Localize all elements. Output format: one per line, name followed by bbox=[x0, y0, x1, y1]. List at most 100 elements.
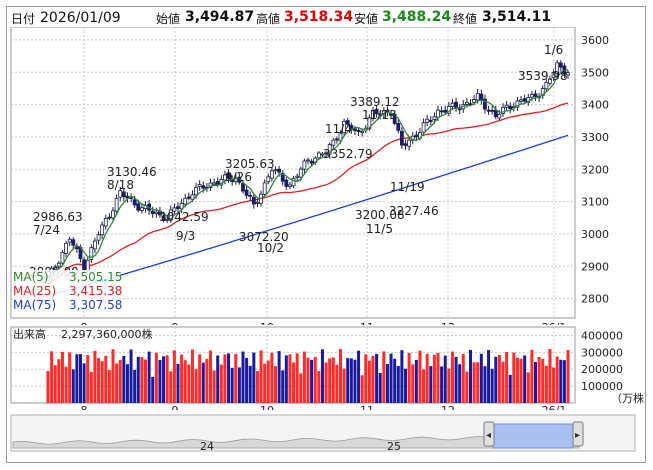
x-tick-label: 8 bbox=[81, 321, 88, 325]
volume-bar bbox=[541, 358, 545, 403]
candle-body bbox=[414, 134, 419, 138]
volume-bar bbox=[190, 349, 194, 403]
navigator-handle-right-icon: ▸ bbox=[575, 430, 580, 441]
volume-bar bbox=[288, 354, 292, 403]
volume-bar bbox=[234, 353, 238, 403]
candle-body bbox=[316, 152, 321, 159]
legend-bg bbox=[12, 270, 120, 284]
candle-body bbox=[291, 178, 296, 187]
volume-bar bbox=[299, 373, 303, 403]
volume-bar bbox=[461, 353, 465, 403]
candle-body bbox=[284, 179, 289, 187]
candle-body bbox=[154, 211, 159, 215]
volume-bar bbox=[469, 349, 472, 403]
volume-bar bbox=[342, 368, 346, 403]
volume-bar bbox=[176, 363, 180, 403]
volume-bar bbox=[544, 365, 548, 403]
volume-bar bbox=[313, 357, 317, 403]
candle-body bbox=[64, 242, 68, 254]
candle-body bbox=[331, 139, 336, 146]
navigator-handle-right bbox=[572, 421, 584, 447]
volume-bar bbox=[382, 351, 386, 403]
annotation-value: 3205.63 bbox=[225, 157, 275, 171]
volume-bar bbox=[440, 366, 444, 403]
legend-name: MA(75) bbox=[13, 298, 56, 312]
volume-bar bbox=[310, 359, 314, 403]
volume-bar bbox=[324, 362, 328, 403]
candle-body bbox=[486, 109, 491, 112]
volume-bar bbox=[407, 352, 411, 403]
volume-bar bbox=[367, 360, 371, 403]
annotation-value: 3130.46 bbox=[107, 165, 157, 179]
vol-tick-label: 200000 bbox=[581, 363, 623, 376]
candle-body bbox=[475, 93, 480, 101]
vol-unit: （万株） bbox=[611, 391, 645, 405]
candle-body bbox=[483, 98, 487, 110]
volume-bar bbox=[64, 366, 68, 403]
volume-bar bbox=[360, 375, 364, 403]
vol-tick-label: 100000 bbox=[581, 380, 623, 393]
volume-bar bbox=[523, 355, 527, 403]
candle-body bbox=[501, 106, 505, 114]
navigator-selected-range bbox=[492, 423, 574, 449]
candle-body bbox=[165, 218, 170, 221]
navigator-handle-left bbox=[483, 421, 495, 447]
volume-bar bbox=[187, 364, 191, 403]
volume-bar bbox=[245, 357, 249, 403]
ma5-line bbox=[47, 69, 569, 278]
volume-bar bbox=[335, 364, 339, 403]
volume-bar bbox=[429, 366, 433, 403]
candle-body bbox=[302, 160, 307, 170]
volume-bar bbox=[71, 369, 75, 403]
candle-body bbox=[150, 210, 155, 214]
candle-body bbox=[223, 174, 227, 181]
volume-bar bbox=[255, 371, 259, 403]
volume-bar bbox=[194, 369, 198, 403]
vol-x-tick-label: 8 bbox=[81, 404, 88, 410]
candle-body bbox=[508, 105, 513, 110]
candle-body bbox=[255, 202, 260, 204]
candle-body bbox=[176, 206, 180, 209]
candle-body bbox=[504, 104, 509, 108]
high-label: 高値 bbox=[256, 12, 281, 26]
annotation-value: 3042.59 bbox=[159, 210, 209, 224]
annotation-date: 11/4 bbox=[325, 122, 352, 136]
candle-body bbox=[551, 72, 556, 79]
x-tick-label: 12 bbox=[441, 321, 455, 325]
legend-value: 3,415.38 bbox=[69, 284, 122, 298]
legend-value: 3,505.15 bbox=[69, 270, 122, 284]
annotation-date: 11/13 bbox=[362, 108, 397, 122]
candle-body bbox=[93, 240, 97, 250]
volume-bar bbox=[97, 358, 101, 403]
candle-body bbox=[464, 102, 469, 105]
candle-body bbox=[118, 190, 123, 198]
volume-bar bbox=[281, 370, 285, 403]
volume-bar bbox=[104, 355, 108, 403]
ma25-line bbox=[47, 102, 569, 286]
y-tick-label: 3000 bbox=[581, 228, 609, 241]
candle-body bbox=[529, 94, 534, 98]
range-navigator[interactable]: ◂ ▸ 24 25 bbox=[7, 412, 645, 457]
volume-bar bbox=[165, 355, 169, 403]
candle-body bbox=[251, 196, 256, 205]
volume-bar bbox=[454, 356, 458, 403]
ohlc-header: 日付 2026/01/09 始値 3,494.87 高値 3,518.34 安値… bbox=[7, 7, 645, 27]
volume-bar bbox=[472, 362, 476, 403]
annotation-date: 11/19 bbox=[390, 180, 425, 194]
volume-bar bbox=[483, 366, 487, 403]
candle-body bbox=[132, 199, 137, 206]
volume-bar bbox=[154, 352, 158, 403]
candle-body bbox=[161, 215, 166, 221]
volume-bar bbox=[82, 363, 86, 403]
volume-bar bbox=[450, 351, 454, 403]
volume-bar bbox=[122, 355, 126, 403]
vol-tick-label: 400000 bbox=[581, 329, 623, 342]
navigator-handle-left-icon: ◂ bbox=[486, 430, 491, 441]
candle-body bbox=[114, 197, 119, 212]
candle-body bbox=[439, 110, 444, 113]
volume-bar bbox=[252, 352, 256, 403]
candle-body bbox=[273, 169, 278, 172]
volume-bar bbox=[151, 376, 155, 403]
volume-bar bbox=[133, 369, 137, 403]
candle-body bbox=[403, 143, 408, 146]
